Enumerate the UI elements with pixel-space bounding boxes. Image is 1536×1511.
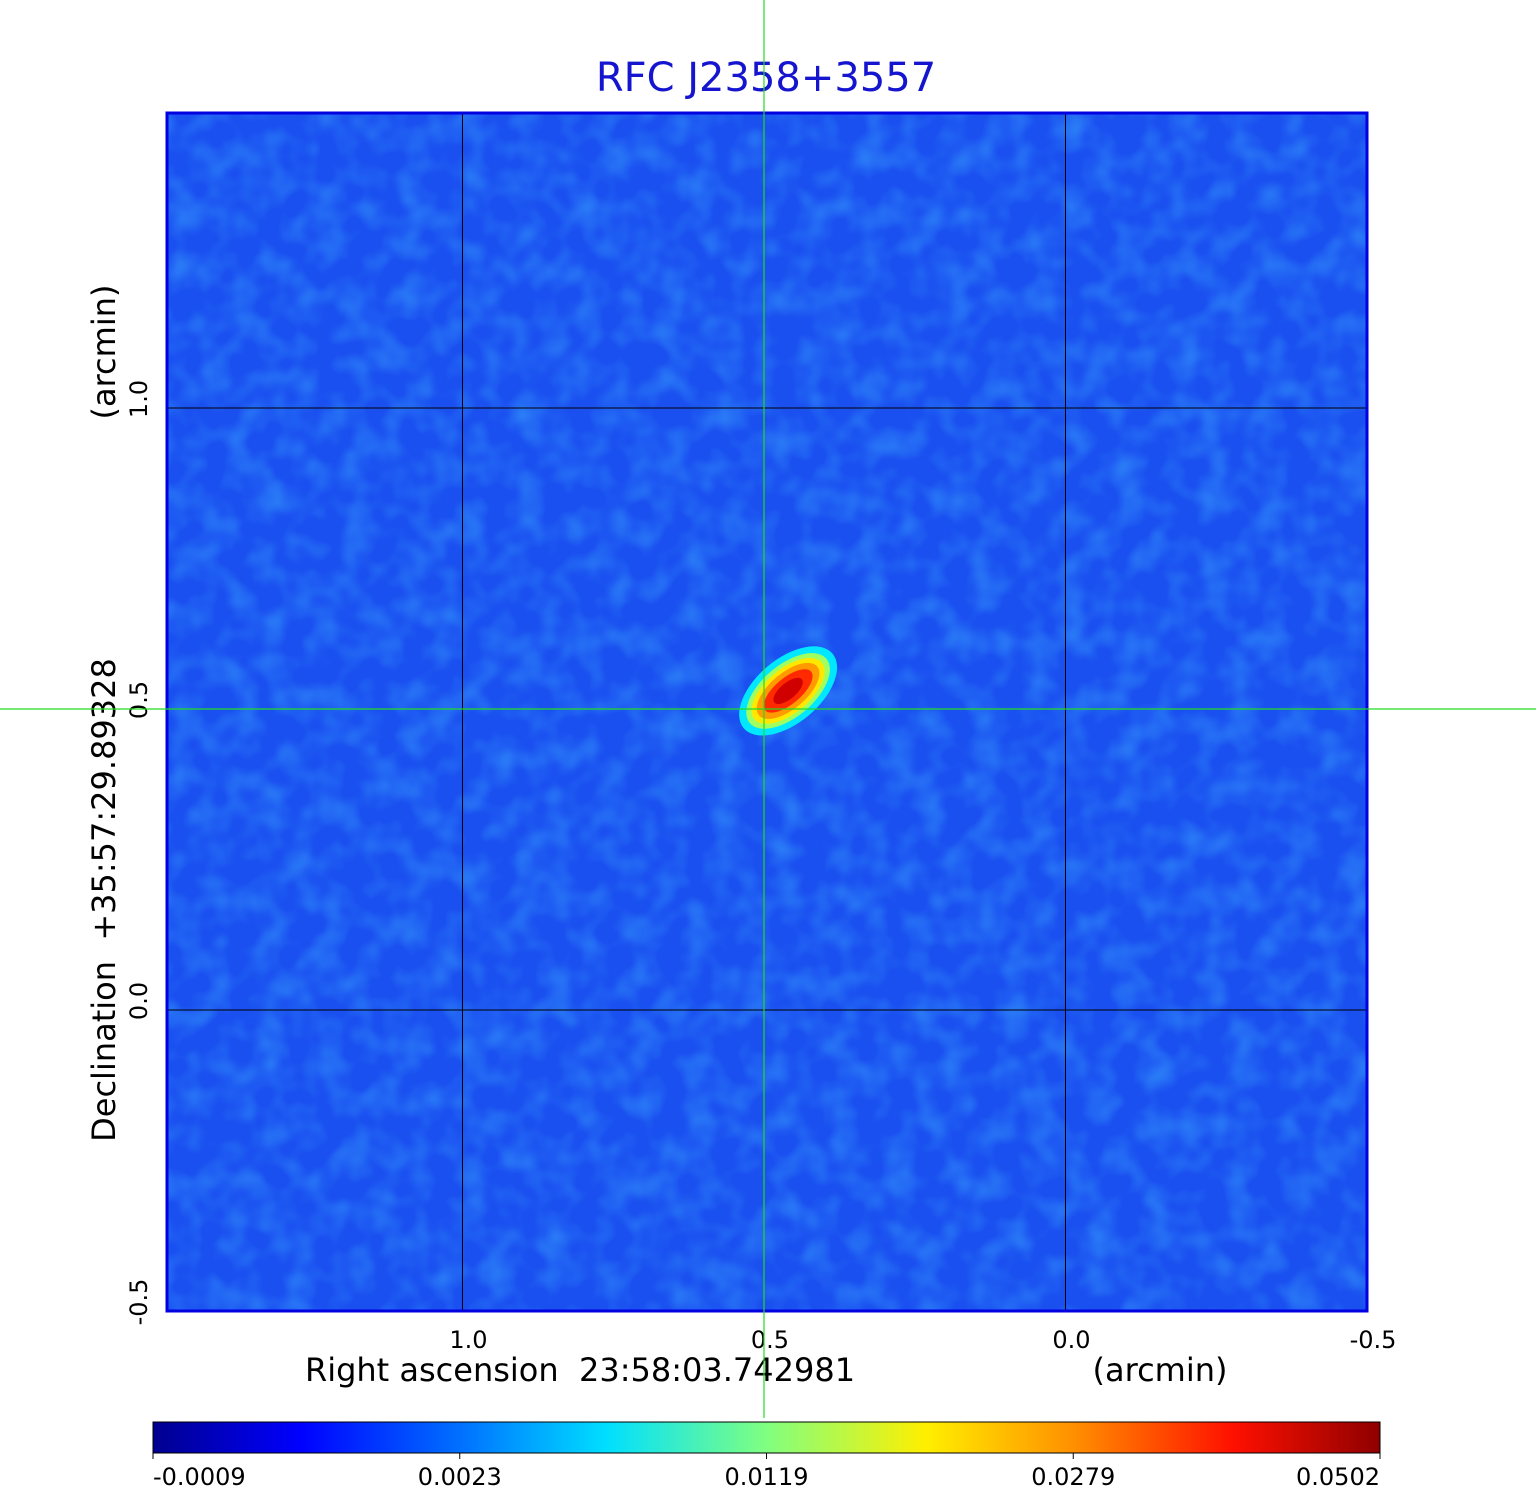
y-tick-label: 0.5 — [125, 681, 153, 719]
colorbar-tick-label: 0.0279 — [1031, 1463, 1115, 1491]
x-tick-label: 1.0 — [449, 1326, 487, 1354]
colorbar-tick-label: 0.0502 — [1296, 1463, 1380, 1491]
colorbar-tick-label: -0.0009 — [153, 1463, 246, 1491]
y-axis-label: Declination +35:57:29.89328 — [85, 658, 123, 1142]
y-axis-unit: (arcmin) — [85, 285, 123, 420]
y-tick-label: 1.0 — [125, 380, 153, 418]
y-tick-label: -0.5 — [125, 1279, 153, 1326]
chart-title: RFC J2358+3557 — [596, 55, 936, 101]
x-axis-unit: (arcmin) — [1093, 1351, 1228, 1389]
y-tick-label: 0.0 — [125, 982, 153, 1020]
x-axis-label: Right ascension 23:58:03.742981 — [305, 1351, 855, 1389]
colorbar — [152, 1421, 1381, 1454]
colorbar-tick-label: 0.0023 — [418, 1463, 502, 1491]
colorbar-tick-label: 0.0119 — [725, 1463, 809, 1491]
source-layer — [773, 677, 803, 705]
x-tick-label: -0.5 — [1350, 1326, 1397, 1354]
x-tick-label: 0.0 — [1052, 1326, 1090, 1354]
plot-frame — [165, 111, 1369, 1313]
x-tick-label: 0.5 — [751, 1326, 789, 1354]
